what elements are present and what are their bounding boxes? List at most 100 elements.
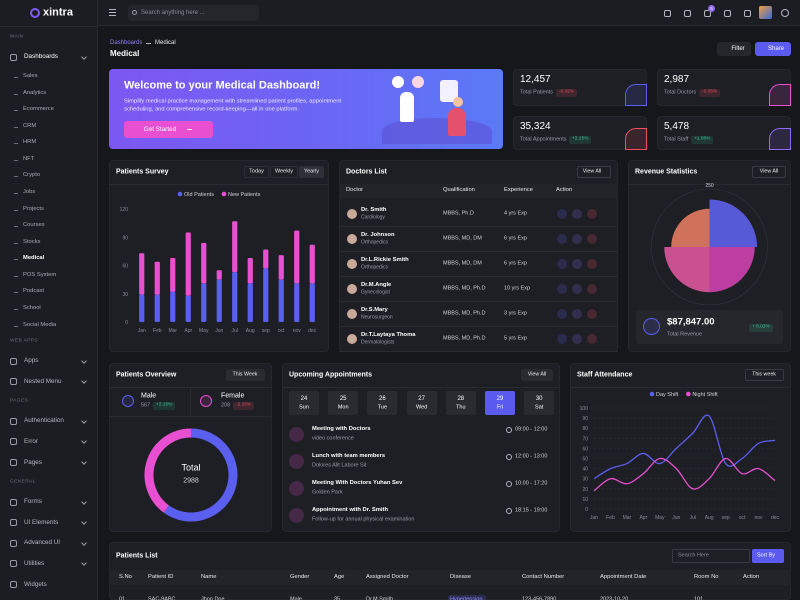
date-box[interactable] xyxy=(485,391,515,415)
date-day[interactable]: Thu xyxy=(456,404,466,411)
dropdown-label[interactable]: This week xyxy=(752,371,776,378)
submenu-item[interactable]: Analytics xyxy=(23,89,47,96)
date-box[interactable] xyxy=(445,391,476,415)
date-day[interactable]: Fri xyxy=(496,404,504,411)
action-button[interactable] xyxy=(557,234,567,244)
submenu-item[interactable]: Crypto xyxy=(23,172,41,179)
header-icon[interactable] xyxy=(664,10,671,17)
action-button[interactable] xyxy=(572,334,582,344)
search-box[interactable] xyxy=(128,5,259,21)
action-button[interactable] xyxy=(557,284,567,294)
view-all-button[interactable] xyxy=(577,166,611,178)
sort-label[interactable]: Sort By xyxy=(756,552,776,559)
column-header: Action xyxy=(556,187,573,194)
header-icon[interactable] xyxy=(744,10,751,17)
sidebar-item[interactable]: Apps xyxy=(24,356,39,364)
submenu-item[interactable]: HRM xyxy=(23,139,37,146)
date-box[interactable] xyxy=(406,391,437,415)
date-box[interactable] xyxy=(328,391,359,415)
breadcrumb-link[interactable]: Dashboards xyxy=(110,40,143,46)
tab[interactable] xyxy=(270,166,298,178)
action-button[interactable] xyxy=(587,309,597,319)
submenu-item[interactable]: School xyxy=(23,305,41,312)
settings-icon[interactable] xyxy=(781,9,789,17)
submenu-item[interactable]: Podcast xyxy=(23,288,44,295)
row-divider xyxy=(339,301,618,302)
view-all-label[interactable]: View All xyxy=(527,371,547,378)
search-input[interactable] xyxy=(672,549,750,563)
date-box[interactable] xyxy=(524,391,555,415)
sidebar-item[interactable]: Widgets xyxy=(24,580,47,588)
sidebar-item[interactable]: Utilities xyxy=(24,559,45,567)
submenu-item[interactable]: Projects xyxy=(23,205,44,212)
action-button[interactable] xyxy=(587,234,597,244)
date-day[interactable]: Sat xyxy=(535,404,544,411)
dropdown-button[interactable] xyxy=(226,369,265,381)
tab[interactable] xyxy=(299,166,324,178)
submenu-item[interactable]: Stocks xyxy=(23,238,41,245)
sidebar-heading: MAIN xyxy=(10,34,24,40)
submenu-item[interactable]: CRM xyxy=(23,122,37,129)
tab[interactable] xyxy=(244,166,269,178)
date-number[interactable]: 27 xyxy=(418,396,425,402)
dropdown-label[interactable]: This Week xyxy=(232,371,258,378)
action-button[interactable] xyxy=(587,209,597,219)
filter-button[interactable] xyxy=(717,42,751,56)
action-button[interactable] xyxy=(572,309,582,319)
get-started-button[interactable] xyxy=(124,121,213,138)
date-day[interactable]: Sun xyxy=(299,404,309,411)
date-day[interactable]: Tue xyxy=(377,404,388,411)
date-number[interactable]: 28 xyxy=(457,396,465,402)
submenu-item[interactable]: Jobs xyxy=(23,189,36,196)
sort-button[interactable] xyxy=(752,549,784,563)
action-button[interactable] xyxy=(572,284,582,294)
submenu-item[interactable]: Sales xyxy=(23,73,38,80)
action-button[interactable] xyxy=(587,259,597,269)
action-button[interactable] xyxy=(572,234,582,244)
header-icon[interactable] xyxy=(704,10,711,17)
header-icon[interactable] xyxy=(684,10,691,17)
submenu-item[interactable]: NFT xyxy=(23,155,35,162)
action-button[interactable] xyxy=(587,334,597,344)
sidebar-item[interactable]: Pages xyxy=(24,458,42,466)
action-button[interactable] xyxy=(557,259,567,269)
date-day[interactable]: Wed xyxy=(415,404,428,411)
action-button[interactable] xyxy=(557,309,567,319)
date-number[interactable]: 25 xyxy=(339,396,347,402)
share-button[interactable] xyxy=(755,42,791,56)
submenu-item[interactable]: POS System xyxy=(23,271,57,278)
date-day[interactable]: Mon xyxy=(337,404,349,411)
date-number[interactable]: 29 xyxy=(496,396,504,402)
sidebar-item[interactable]: Nested Menu xyxy=(24,377,62,385)
sidebar-item[interactable]: Authentication xyxy=(24,417,64,425)
tab-label[interactable]: Weekly xyxy=(275,168,293,175)
avatar[interactable] xyxy=(759,6,772,19)
sidebar-item[interactable]: Advanced UI xyxy=(24,539,61,547)
submenu-item[interactable]: Courses xyxy=(23,222,45,229)
sidebar-item[interactable]: Forms xyxy=(24,497,42,505)
action-button[interactable] xyxy=(557,334,567,344)
action-button[interactable] xyxy=(557,209,567,219)
dropdown-button[interactable] xyxy=(745,369,784,381)
sidebar-item[interactable]: UI Elements xyxy=(24,518,59,526)
header-icon[interactable] xyxy=(724,10,731,17)
action-button[interactable] xyxy=(587,284,597,294)
date-box[interactable] xyxy=(289,391,319,415)
view-all-label[interactable]: View All xyxy=(759,168,779,175)
view-all-button[interactable] xyxy=(521,369,553,381)
date-number[interactable]: 30 xyxy=(535,396,543,402)
submenu-item[interactable]: Medical xyxy=(23,255,45,262)
sidebar-item[interactable]: Dashboards xyxy=(24,52,58,60)
date-number[interactable]: 24 xyxy=(300,396,308,402)
view-all-button[interactable] xyxy=(752,166,786,178)
sidebar-item[interactable]: Error xyxy=(24,437,38,445)
tab-label[interactable]: Yearly xyxy=(303,168,320,175)
date-number[interactable]: 26 xyxy=(379,396,386,402)
view-all-label[interactable]: View All xyxy=(582,168,602,175)
action-button[interactable] xyxy=(572,209,582,219)
tab-label[interactable]: Today xyxy=(249,168,264,175)
date-box[interactable] xyxy=(367,391,398,415)
submenu-item[interactable]: Social Media xyxy=(23,321,57,328)
action-button[interactable] xyxy=(572,259,582,269)
submenu-item[interactable]: Ecommerce xyxy=(23,106,54,113)
